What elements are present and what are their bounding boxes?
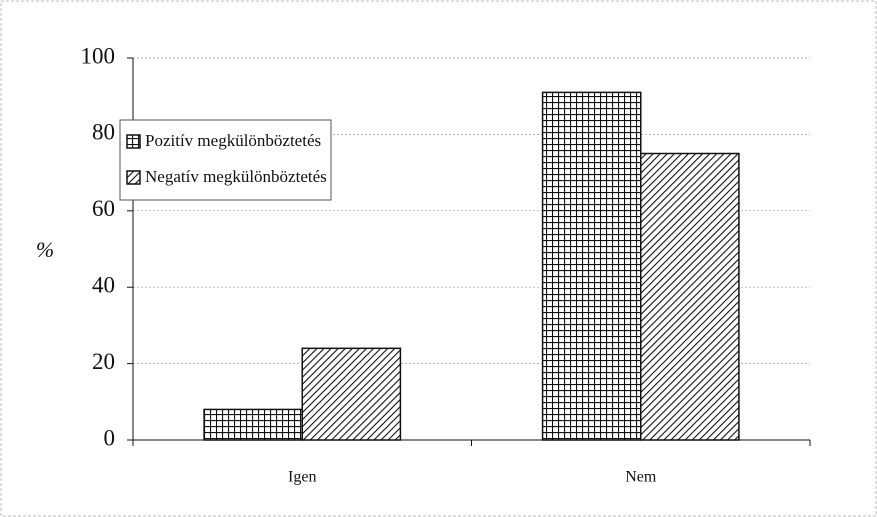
legend-swatch: [126, 170, 141, 185]
y-axis-label: %: [36, 237, 54, 262]
y-tick-label: 80: [92, 120, 115, 145]
x-tick-label: Nem: [625, 469, 657, 486]
bar: [301, 347, 402, 441]
y-tick-label: 0: [104, 425, 116, 450]
y-tick-label: 60: [92, 196, 115, 221]
legend-swatch: [126, 134, 141, 149]
legend-label: Negatív megkülönböztetés: [145, 167, 327, 186]
legend-box: [119, 119, 332, 201]
legend-label: Pozitív megkülönböztetés: [145, 131, 321, 150]
y-tick-label: 100: [81, 43, 116, 68]
y-tick-label: 40: [92, 272, 115, 297]
x-tick-label: Igen: [288, 469, 316, 486]
y-tick-label: 20: [92, 349, 115, 374]
bar: [640, 152, 740, 441]
bar: [541, 91, 642, 441]
bar: [203, 408, 304, 441]
